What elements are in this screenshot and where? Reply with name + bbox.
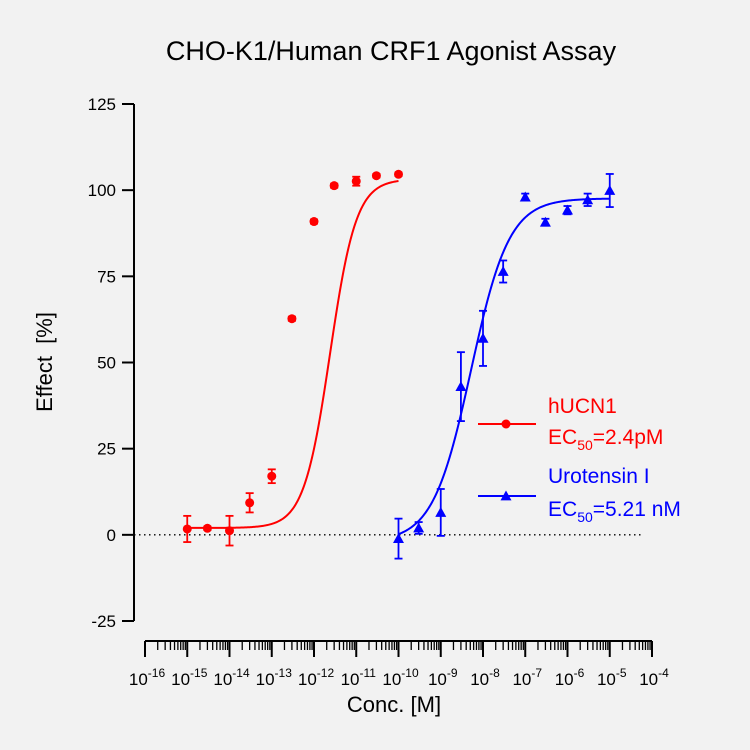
data-point — [435, 488, 447, 537]
data-point — [604, 173, 616, 208]
data-point — [329, 181, 339, 191]
data-point — [477, 309, 489, 367]
legend-ec50: EC50=5.21 nM — [548, 498, 681, 525]
data-point — [245, 492, 255, 514]
y-tick-label: 25 — [97, 440, 116, 459]
legend-label: hUCN1 — [548, 395, 617, 418]
data-point — [394, 169, 403, 179]
data-point — [393, 517, 404, 560]
data-marker — [371, 171, 381, 181]
data-marker — [351, 176, 361, 186]
y-tick-label: 0 — [107, 526, 116, 545]
data-marker — [393, 533, 404, 544]
data-points — [182, 169, 616, 560]
data-marker — [394, 169, 403, 179]
data-marker — [435, 506, 447, 517]
data-marker — [455, 381, 467, 392]
y-tick-label: 125 — [88, 95, 116, 114]
data-point — [182, 514, 192, 543]
data-marker — [539, 216, 551, 227]
y-tick-label: 50 — [97, 354, 116, 373]
data-marker — [329, 181, 339, 191]
data-point — [582, 192, 594, 207]
data-marker — [287, 314, 297, 324]
data-point — [202, 523, 212, 533]
legend-label: Urotensin I — [548, 465, 650, 488]
legend-entry: hUCN1 EC50=2.4pM — [478, 395, 663, 453]
data-point — [371, 171, 381, 181]
data-marker — [309, 217, 319, 227]
data-marker — [519, 191, 531, 202]
data-marker — [245, 498, 255, 508]
data-point — [413, 521, 425, 535]
data-marker — [477, 332, 489, 343]
data-marker — [497, 266, 509, 276]
data-point — [351, 175, 361, 187]
data-point — [309, 217, 319, 227]
x-axis-label: Conc. [M] — [347, 692, 441, 717]
data-point — [519, 191, 531, 202]
data-point — [287, 314, 297, 324]
data-point — [225, 514, 234, 547]
legend-entry: Urotensin I EC50=5.21 nM — [478, 465, 681, 525]
data-marker — [182, 524, 192, 534]
fit-curves — [187, 180, 610, 536]
data-point — [562, 204, 573, 216]
y-tick-label: -25 — [91, 612, 116, 631]
fit-curve — [398, 197, 610, 536]
data-marker — [225, 526, 234, 536]
data-marker — [267, 471, 277, 481]
fit-curve — [187, 180, 399, 529]
data-marker — [582, 194, 594, 205]
y-axis-label: Effect [%] — [32, 312, 57, 412]
y-tick-label: 100 — [88, 181, 116, 200]
chart-title: CHO-K1/Human CRF1 Agonist Assay — [166, 36, 617, 66]
data-point — [267, 468, 277, 485]
data-point — [455, 351, 467, 422]
data-marker — [604, 185, 616, 195]
data-point — [539, 216, 551, 227]
data-marker — [562, 204, 573, 215]
legend-marker — [500, 490, 512, 501]
legend-ec50: EC50=2.4pM — [548, 426, 663, 453]
y-tick-label: 75 — [97, 267, 116, 286]
legend-marker — [501, 419, 511, 429]
data-marker — [202, 523, 212, 533]
y-axis: -25 0 25 50 75 100 125 — [88, 95, 135, 631]
legend: hUCN1 EC50=2.4pM Urotensin I EC50=5.21 nM — [478, 395, 681, 525]
data-marker — [413, 522, 425, 533]
data-point — [497, 259, 509, 284]
